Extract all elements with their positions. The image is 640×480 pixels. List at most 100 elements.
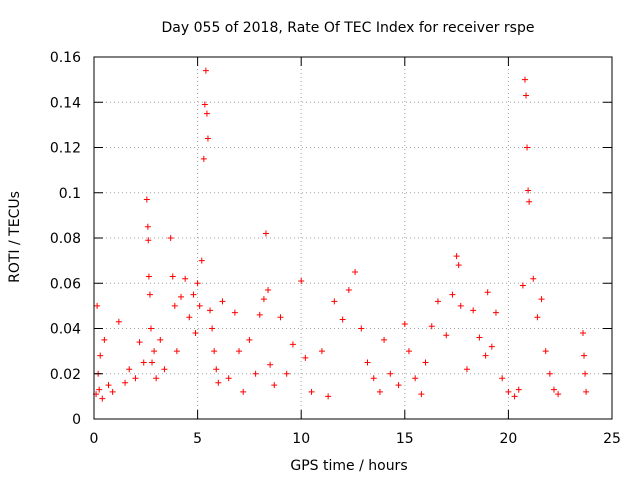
data-point: [428, 323, 435, 330]
data-point: [530, 275, 537, 282]
data-point: [151, 348, 158, 355]
data-point: [505, 388, 512, 395]
y-tick-label: 0.06: [50, 276, 81, 292]
x-tick-label: 25: [603, 431, 621, 447]
data-point: [542, 348, 549, 355]
data-point: [534, 314, 541, 321]
data-point: [202, 67, 209, 74]
data-point: [308, 388, 315, 395]
data-point: [198, 257, 205, 264]
data-point: [449, 291, 456, 298]
data-point: [186, 314, 193, 321]
data-point: [207, 307, 214, 314]
data-point: [550, 386, 557, 393]
data-point: [412, 375, 419, 382]
data-point: [178, 293, 185, 300]
y-tick-label: 0.04: [50, 322, 81, 338]
data-point: [318, 348, 325, 355]
data-point: [555, 391, 562, 398]
x-tick-label: 10: [292, 431, 310, 447]
y-tick-label: 0: [72, 412, 81, 428]
data-point: [194, 280, 201, 287]
data-point: [579, 330, 586, 337]
data-point: [109, 388, 116, 395]
data-point: [538, 296, 545, 303]
x-tick-label: 15: [396, 431, 414, 447]
data-point: [457, 302, 464, 309]
data-point: [358, 325, 365, 332]
data-point: [213, 366, 220, 373]
data-point: [376, 388, 383, 395]
data-point: [211, 348, 218, 355]
data-point: [146, 291, 153, 298]
data-point: [225, 375, 232, 382]
data-point: [453, 253, 460, 260]
x-tick-label: 0: [90, 431, 99, 447]
data-point: [94, 302, 101, 309]
data-point: [521, 76, 528, 83]
data-point: [169, 273, 176, 280]
y-tick-label: 0.02: [50, 367, 81, 383]
data-point: [126, 366, 133, 373]
data-point: [149, 359, 156, 366]
data-point: [345, 287, 352, 294]
y-tick-label: 0.1: [59, 186, 81, 202]
data-point: [302, 354, 309, 361]
x-axis-label: GPS time / hours: [290, 458, 407, 474]
data-point: [484, 289, 491, 296]
data-point: [115, 318, 122, 325]
data-point: [105, 382, 112, 389]
data-point: [482, 352, 489, 359]
data-point: [352, 268, 359, 275]
data-point: [147, 325, 154, 332]
data-point: [463, 366, 470, 373]
data-point: [265, 287, 272, 294]
data-point: [364, 359, 371, 366]
data-point: [153, 375, 160, 382]
data-point: [262, 230, 269, 237]
data-point: [418, 391, 425, 398]
data-point: [370, 375, 377, 382]
data-point: [256, 311, 263, 318]
data-point: [422, 359, 429, 366]
data-point: [240, 388, 247, 395]
data-point: [200, 155, 207, 162]
data-point: [395, 382, 402, 389]
data-point: [209, 325, 216, 332]
data-point: [470, 307, 477, 314]
data-point: [401, 320, 408, 327]
y-axis-label: ROTI / TECUs: [7, 191, 23, 283]
data-point: [219, 298, 226, 305]
data-point: [581, 352, 588, 359]
data-point: [157, 336, 164, 343]
y-tick-label: 0.16: [50, 50, 81, 66]
data-point: [192, 330, 199, 337]
data-point: [101, 336, 108, 343]
data-point: [271, 382, 278, 389]
data-point: [525, 187, 532, 194]
data-point: [167, 235, 174, 241]
data-point: [140, 359, 147, 366]
data-point: [298, 277, 305, 284]
data-point: [476, 334, 483, 341]
data-point: [143, 196, 150, 203]
data-point: [331, 298, 338, 305]
data-point: [231, 309, 238, 316]
data-point: [99, 395, 106, 402]
data-point: [122, 379, 129, 386]
data-point: [526, 198, 533, 205]
data-point: [583, 388, 590, 395]
data-point: [267, 361, 274, 368]
data-point: [277, 314, 284, 321]
data-point: [203, 110, 210, 117]
data-point: [190, 291, 197, 298]
data-point: [136, 339, 143, 346]
y-tick-label: 0.12: [50, 141, 81, 157]
data-point: [246, 336, 253, 343]
y-tick-label: 0.14: [50, 95, 81, 111]
data-point: [132, 375, 139, 382]
data-point: [434, 298, 441, 305]
data-point: [339, 316, 346, 323]
